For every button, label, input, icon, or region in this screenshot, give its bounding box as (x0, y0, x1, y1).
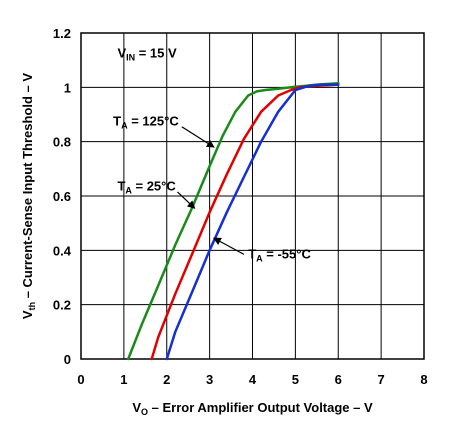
annotation-vin: VIN = 15 V (117, 45, 177, 62)
x-axis-label-main: V (132, 400, 141, 415)
y-axis-label-main: V (20, 310, 35, 319)
series-line-t-a-25-c (150, 83, 340, 361)
x-axis-label-sub: O (141, 407, 148, 417)
tick-labels: 0 1 2 3 4 5 6 7 8 0 0.2 0.4 0.6 0.8 1 1.2 (53, 26, 428, 387)
annotations: VIN = 15 V TA = 125°C TA = 25°C TA = -55°C (113, 45, 311, 263)
y-axis-label-sub: th (27, 302, 37, 311)
y-tick-label: 0.6 (53, 189, 71, 204)
plot-area (80, 32, 425, 360)
annotation-arrow-t25 (177, 191, 196, 209)
annotation-arrow-tm55 (213, 237, 245, 255)
y-tick-label: 0 (64, 352, 71, 367)
x-tick-label: 3 (206, 372, 213, 387)
y-axis-label: Vth – Current-Sense Input Threshold – V (20, 73, 37, 319)
x-tick-label: 0 (77, 372, 84, 387)
series-line-t-a-55-c (165, 83, 340, 361)
x-axis-label-rest: – Error Amplifier Output Voltage – V (148, 400, 373, 415)
series-line-t-a-125-c (126, 82, 340, 361)
annotation-tm55: TA = -55°C (248, 246, 311, 263)
x-tick-label: 2 (163, 372, 170, 387)
y-tick-label: 1 (64, 80, 71, 95)
x-tick-label: 6 (335, 372, 342, 387)
y-tick-label: 0.4 (53, 243, 72, 258)
x-tick-label: 7 (378, 372, 385, 387)
x-tick-label: 8 (420, 372, 427, 387)
gridlines (81, 33, 424, 359)
y-tick-label: 0.2 (53, 298, 71, 313)
annotation-t125: TA = 125°C (113, 113, 179, 130)
series-layer (126, 82, 340, 361)
x-tick-label: 5 (292, 372, 299, 387)
x-axis-label: VO – Error Amplifier Output Voltage – V (132, 400, 373, 417)
y-axis-label-rest: – Current-Sense Input Threshold – V (20, 73, 35, 302)
x-tick-label: 1 (120, 372, 127, 387)
x-tick-label: 4 (249, 372, 257, 387)
y-tick-label: 1.2 (53, 26, 71, 41)
annotation-t25: TA = 25°C (117, 179, 176, 196)
y-tick-label: 0.8 (53, 135, 71, 150)
annotation-arrow-t125 (181, 126, 215, 148)
